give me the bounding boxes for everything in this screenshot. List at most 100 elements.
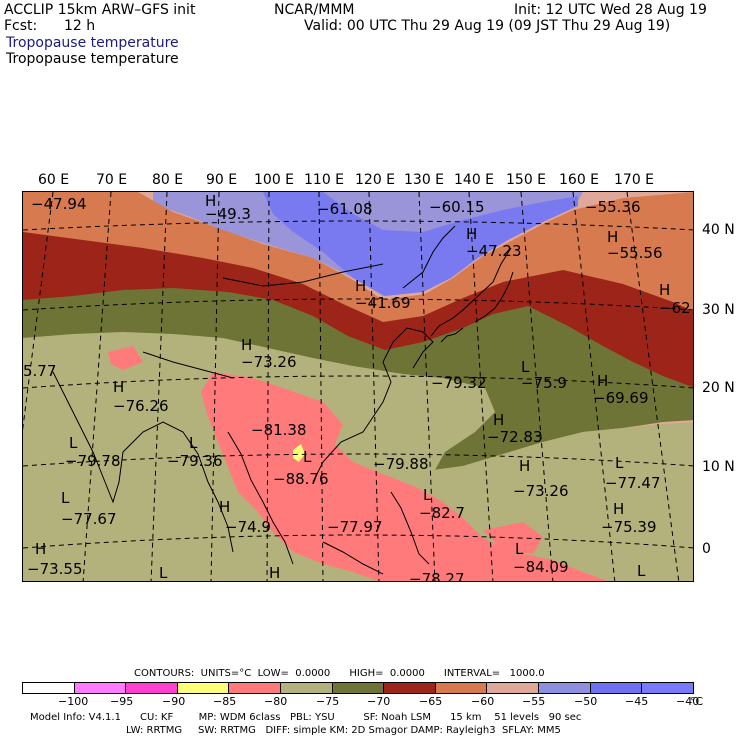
lon-label: 100 E [254,172,295,188]
model-info-line: Model Info: V4.1.1 CU: KF MP: WDM 6class… [30,712,582,723]
map-value-label: −73.26 [241,353,297,371]
color-swatch [23,683,75,693]
coastlines [52,225,512,575]
model-title: ACCLIP 15km ARW–GFS init [4,2,196,18]
patch-salmon [108,346,143,370]
forecast-label: Fcst: [4,18,38,34]
low-marker: L [303,448,312,466]
scale-tick-label: −85 [213,695,237,708]
low-marker: L [189,434,198,452]
scale-tick-label: −50 [574,695,598,708]
color-swatch [384,683,436,693]
high-marker: H [519,457,530,475]
map-value-label: −79.88 [373,455,429,473]
lon-label: 120 E [355,172,396,188]
color-swatch [229,683,282,693]
init-time: Init: 12 UTC Wed 28 Aug 19 [514,2,707,18]
lon-label: 60 E [38,172,70,188]
high-marker: H [613,500,624,518]
map-value-label: −47.94 [31,195,87,213]
map-value-label: −55.56 [607,244,663,262]
valid-time: Valid: 00 UTC Thu 29 Aug 19 (09 JST Thu … [304,18,671,34]
map-value-label: 5.77 [23,362,56,380]
color-swatch [126,683,178,693]
lat-label: 40 N [702,222,735,238]
low-marker: L [61,489,70,507]
map-value-label: −55.36 [585,198,641,216]
map-value-label: −73.26 [513,482,569,500]
low-marker: L [423,486,432,504]
band-blue [263,192,578,296]
high-marker: H [35,540,46,558]
color-swatch [281,683,333,693]
scale-tick-label: −100 [58,695,89,708]
high-marker: H [607,228,618,246]
high-marker: H [493,411,504,429]
band-khaki [23,332,693,581]
map-value-label: −61.08 [317,200,373,218]
map-value-label: −49.3 [205,205,251,223]
patch-yellow [293,444,305,462]
high-marker: H [219,498,230,516]
scale-tick-label: −55 [522,695,546,708]
map-value-label: −81.38 [251,421,307,439]
scale-tick-label: −65 [419,695,443,708]
high-marker: H [205,192,216,210]
low-marker: L [159,564,168,582]
high-marker: H [466,225,477,243]
lon-label: 110 E [304,172,345,188]
map-value-label: −84.09 [513,558,569,576]
scale-tick-label: −95 [110,695,134,708]
color-swatch [74,683,127,693]
band-dark-red [23,232,693,392]
lat-label: 0 [702,541,711,557]
low-marker: L [515,540,524,558]
field-title-fill: Tropopause temperature [6,35,179,51]
patch-salmon [201,372,608,581]
scale-tick-label: −60 [471,695,495,708]
lon-label: 160 E [559,172,600,188]
map-value-label: −77.67 [61,510,117,528]
map-value-label: −79.36 [167,452,223,470]
scale-unit-label: °C [690,695,704,708]
lat-label: 10 N [702,459,735,475]
map-value-label: −72.83 [487,428,543,446]
low-marker: L [521,358,530,376]
map-labels: −47.94 H −49.3 −61.08 −60.15 −55.36 H −4… [23,192,691,582]
lat-label: 30 N [702,302,735,318]
color-scale-bar [22,682,694,694]
band-orange [23,192,693,342]
map-value-label: −76.26 [113,397,169,415]
high-marker: H [659,281,670,299]
color-swatch [177,683,230,693]
high-marker: H [113,378,124,396]
scale-tick-label: −75 [316,695,340,708]
color-swatch [487,683,540,693]
map-value-label: −78.27 [409,570,465,582]
scale-tick-label: −45 [625,695,649,708]
map-value-label: −74.9 [225,518,271,536]
map-value-label: −79.32 [431,374,487,392]
lon-label: 130 E [404,172,445,188]
color-swatch [539,683,591,693]
lon-label: 170 E [614,172,655,188]
high-marker: H [269,564,280,582]
map-value-label: −73.55 [27,560,83,578]
map-value-label: −62 [659,299,691,317]
low-marker: L [615,454,624,472]
lat-label: 20 N [702,380,735,396]
japan-coast [440,271,514,343]
scale-tick-label: −90 [162,695,186,708]
scale-tick-label: −80 [264,695,288,708]
color-swatch [642,683,693,693]
low-marker: L [637,562,646,580]
map-value-label: −69.69 [593,389,649,407]
high-marker: H [241,336,252,354]
map-value-label: −47.23 [466,242,522,260]
lon-label: 70 E [96,172,128,188]
map-value-label: −60.15 [429,198,485,216]
high-marker: H [597,372,608,390]
tropopause-temperature-map: −47.94 H −49.3 −61.08 −60.15 −55.36 H −4… [22,191,694,582]
graticule [23,192,693,581]
lon-label: 150 E [506,172,547,188]
